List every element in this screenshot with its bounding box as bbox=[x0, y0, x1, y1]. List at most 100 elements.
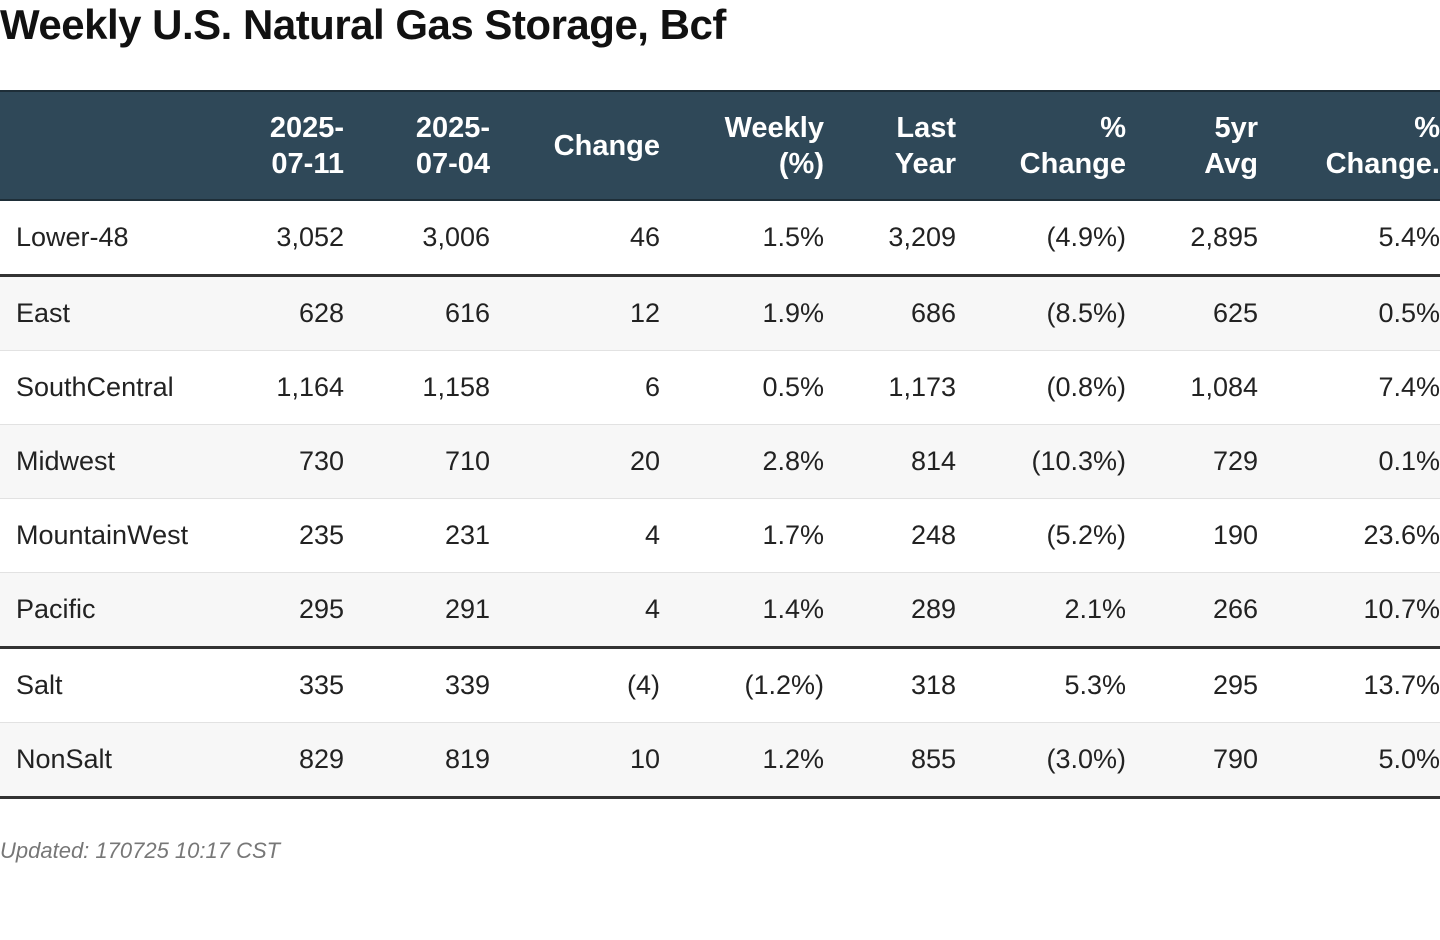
cell-pct-change-5yr: 5.4% bbox=[1258, 200, 1440, 277]
column-header-pct-change-5yr: % Change. bbox=[1258, 90, 1440, 201]
column-header-prior: 2025- 07-04 bbox=[344, 90, 490, 201]
cell-last-year: 3,209 bbox=[824, 200, 956, 277]
cell-last-year: 1,173 bbox=[824, 350, 956, 425]
cell-weekly-pct: (1.2%) bbox=[660, 647, 824, 723]
cell-current: 335 bbox=[218, 647, 344, 723]
cell-pct-change-yoy: 2.1% bbox=[956, 572, 1126, 649]
cell-region: Pacific bbox=[0, 572, 218, 649]
cell-pct-change-yoy: (0.8%) bbox=[956, 350, 1126, 425]
table-title: Weekly U.S. Natural Gas Storage, Bcf bbox=[0, 1, 726, 48]
storage-table: 2025- 07-11 2025- 07-04 Change Weekly (%) Last Y… bbox=[0, 90, 1440, 799]
column-header-weekly-pct: Weekly (%) bbox=[660, 90, 824, 201]
cell-pct-change-yoy: (4.9%) bbox=[956, 200, 1126, 277]
table-row: SouthCentral 1,164 1,158 6 0.5% 1,173 (0.8%) 1,… bbox=[0, 350, 1440, 425]
column-header-line: Change bbox=[1019, 147, 1126, 180]
cell-change: 20 bbox=[490, 424, 660, 499]
column-header-line: 2025- bbox=[269, 111, 344, 144]
updated-footnote: Updated: 170725 10:17 CST bbox=[0, 838, 281, 863]
column-header-line: (%) bbox=[778, 147, 824, 180]
cell-pct-change-5yr: 5.0% bbox=[1258, 722, 1440, 799]
table-row: Lower-48 3,052 3,006 46 1.5% 3,209 (4.9%) 2,895… bbox=[0, 200, 1440, 277]
cell-pct-change-5yr: 0.5% bbox=[1258, 275, 1440, 351]
cell-region: East bbox=[0, 275, 218, 351]
cell-prior: 1,158 bbox=[344, 350, 490, 425]
cell-five-yr-avg: 266 bbox=[1126, 572, 1258, 649]
cell-change: 4 bbox=[490, 572, 660, 649]
cell-weekly-pct: 1.7% bbox=[660, 498, 824, 573]
cell-weekly-pct: 0.5% bbox=[660, 350, 824, 425]
cell-change: 46 bbox=[490, 200, 660, 277]
table-row: Midwest 730 710 20 2.8% 814 (10.3%) 729 0.1% bbox=[0, 424, 1440, 499]
cell-region: Midwest bbox=[0, 424, 218, 499]
cell-change: 6 bbox=[490, 350, 660, 425]
cell-five-yr-avg: 2,895 bbox=[1126, 200, 1258, 277]
cell-region: MountainWest bbox=[0, 498, 218, 573]
cell-five-yr-avg: 190 bbox=[1126, 498, 1258, 573]
column-header-pct-change-yoy: % Change bbox=[956, 90, 1126, 201]
cell-last-year: 318 bbox=[824, 647, 956, 723]
cell-weekly-pct: 1.5% bbox=[660, 200, 824, 277]
cell-current: 295 bbox=[218, 572, 344, 649]
cell-pct-change-5yr: 13.7% bbox=[1258, 647, 1440, 723]
cell-prior: 291 bbox=[344, 572, 490, 649]
column-header-line: 5yr bbox=[1214, 111, 1258, 144]
cell-change: 12 bbox=[490, 275, 660, 351]
cell-region: SouthCentral bbox=[0, 350, 218, 425]
cell-current: 829 bbox=[218, 722, 344, 799]
cell-current: 235 bbox=[218, 498, 344, 573]
cell-prior: 3,006 bbox=[344, 200, 490, 277]
cell-weekly-pct: 1.4% bbox=[660, 572, 824, 649]
column-header-last-year: Last Year bbox=[824, 90, 956, 201]
table-row: East 628 616 12 1.9% 686 (8.5%) 625 0.5% bbox=[0, 275, 1440, 351]
cell-current: 1,164 bbox=[218, 350, 344, 425]
column-header-line: % bbox=[1414, 111, 1440, 144]
cell-pct-change-5yr: 0.1% bbox=[1258, 424, 1440, 499]
cell-five-yr-avg: 729 bbox=[1126, 424, 1258, 499]
column-header-line: 07-11 bbox=[271, 147, 344, 180]
column-header-line: Year bbox=[894, 147, 956, 180]
cell-five-yr-avg: 1,084 bbox=[1126, 350, 1258, 425]
table-row: NonSalt 829 819 10 1.2% 855 (3.0%) 790 5.0% bbox=[0, 722, 1440, 799]
cell-current: 730 bbox=[218, 424, 344, 499]
column-header-line: Avg bbox=[1204, 147, 1258, 180]
cell-region: Lower-48 bbox=[0, 200, 218, 277]
column-header-current: 2025- 07-11 bbox=[218, 90, 344, 201]
cell-last-year: 686 bbox=[824, 275, 956, 351]
cell-change: 4 bbox=[490, 498, 660, 573]
cell-weekly-pct: 2.8% bbox=[660, 424, 824, 499]
cell-five-yr-avg: 625 bbox=[1126, 275, 1258, 351]
cell-weekly-pct: 1.2% bbox=[660, 722, 824, 799]
column-header-region bbox=[0, 90, 218, 201]
cell-pct-change-yoy: (3.0%) bbox=[956, 722, 1126, 799]
cell-last-year: 855 bbox=[824, 722, 956, 799]
column-header-line: Weekly bbox=[724, 111, 824, 144]
cell-change: 10 bbox=[490, 722, 660, 799]
table-header-row: 2025- 07-11 2025- 07-04 Change Weekly (%) Last Y… bbox=[0, 90, 1440, 201]
cell-pct-change-yoy: (8.5%) bbox=[956, 275, 1126, 351]
cell-region: NonSalt bbox=[0, 722, 218, 799]
cell-current: 628 bbox=[218, 275, 344, 351]
cell-prior: 710 bbox=[344, 424, 490, 499]
column-header-line: Change. bbox=[1325, 147, 1440, 180]
table-body: Lower-48 3,052 3,006 46 1.5% 3,209 (4.9%) 2,895… bbox=[0, 200, 1440, 799]
cell-change: (4) bbox=[490, 647, 660, 723]
cell-five-yr-avg: 295 bbox=[1126, 647, 1258, 723]
cell-weekly-pct: 1.9% bbox=[660, 275, 824, 351]
column-header-change: Change bbox=[490, 90, 660, 201]
column-header-line: 2025- bbox=[415, 111, 490, 144]
cell-pct-change-yoy: (5.2%) bbox=[956, 498, 1126, 573]
table-row: Salt 335 339 (4) (1.2%) 318 5.3% 295 13.7% bbox=[0, 647, 1440, 723]
cell-prior: 819 bbox=[344, 722, 490, 799]
cell-current: 3,052 bbox=[218, 200, 344, 277]
column-header-five-yr-avg: 5yr Avg bbox=[1126, 90, 1258, 201]
cell-pct-change-5yr: 10.7% bbox=[1258, 572, 1440, 649]
cell-prior: 339 bbox=[344, 647, 490, 723]
cell-pct-change-yoy: 5.3% bbox=[956, 647, 1126, 723]
cell-pct-change-5yr: 7.4% bbox=[1258, 350, 1440, 425]
cell-prior: 616 bbox=[344, 275, 490, 351]
cell-five-yr-avg: 790 bbox=[1126, 722, 1258, 799]
cell-last-year: 814 bbox=[824, 424, 956, 499]
column-header-line: Last bbox=[896, 111, 956, 144]
cell-pct-change-5yr: 23.6% bbox=[1258, 498, 1440, 573]
cell-last-year: 289 bbox=[824, 572, 956, 649]
